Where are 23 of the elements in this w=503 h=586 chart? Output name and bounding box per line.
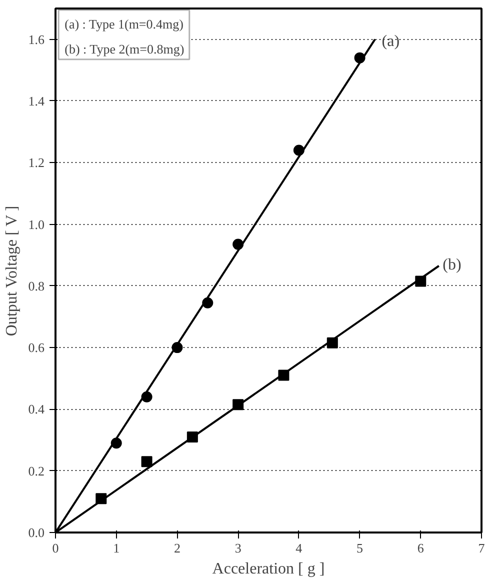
x-tick-label: 0 (52, 540, 59, 556)
y-tick-label: 1.0 (28, 216, 44, 232)
series-label: (a) (382, 32, 400, 50)
annotation: (a) : Type 1(m=0.4mg) (64, 16, 184, 32)
y-tick-label: 0.2 (28, 463, 44, 478)
x-tick-label: 4 (296, 540, 303, 556)
x-tick-label: 3 (234, 540, 242, 556)
x-tick-label: 5 (356, 540, 364, 556)
series-label: (b) (442, 256, 462, 274)
y-tick-label: 0.6 (28, 340, 45, 356)
x-tick-label: 2 (174, 540, 180, 556)
y-tick-label: 1.4 (28, 93, 45, 108)
y-tick-label: 1.6 (28, 32, 45, 47)
y-tick-label: 0.8 (28, 278, 44, 294)
x-tick-label: 6 (417, 540, 424, 556)
x-axis-title: Acceleration [ g ] (212, 560, 325, 578)
y-axis-title: Output Voltage [ V ] (3, 206, 20, 336)
x-tick-label: 1 (113, 540, 120, 556)
annotation: (b) : Type 2(m=0.8mg) (64, 41, 184, 56)
y-tick-label: 0.4 (28, 402, 45, 417)
x-tick-label: 7 (478, 540, 486, 556)
y-tick-label: 0.0 (28, 525, 44, 540)
y-tick-label: 1.2 (28, 155, 44, 170)
